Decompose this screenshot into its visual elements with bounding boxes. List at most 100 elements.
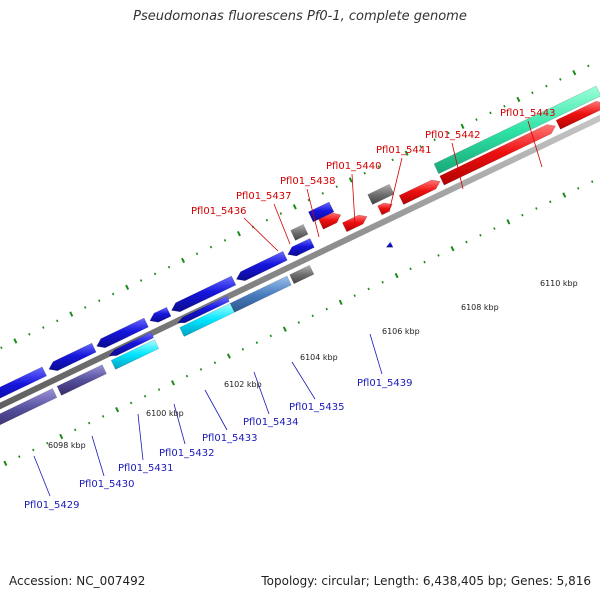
leader-line	[369, 333, 383, 375]
hit-block	[433, 85, 600, 175]
gene-block	[290, 224, 309, 241]
scale-tick	[226, 353, 231, 359]
scale-tick	[516, 96, 521, 103]
gene-label: Pfl01_5442	[425, 130, 481, 141]
scale-tick	[111, 292, 115, 296]
scale-tick	[125, 284, 130, 290]
scale-tick	[572, 69, 577, 76]
scale-tick	[18, 455, 21, 458]
scale-tick	[28, 332, 31, 336]
scale-tick	[32, 448, 35, 452]
scale-tick	[479, 233, 482, 237]
scale-tick	[269, 334, 273, 338]
leader-line	[306, 188, 320, 238]
hit-block	[229, 275, 292, 313]
reverse-gene-arrow	[171, 275, 237, 313]
scale-tick	[292, 204, 297, 210]
forward-gene-arrow	[439, 124, 556, 186]
gene-label: Pfl01_5443	[500, 108, 556, 119]
reverse-gene-arrow	[149, 306, 172, 323]
gene-label: Pfl01_5433	[202, 433, 258, 444]
reverse-gene-arrow	[287, 238, 315, 257]
leader-line	[243, 217, 279, 252]
scale-tick	[3, 460, 8, 467]
scale-tick	[181, 257, 186, 264]
scale-label: 6106 kbp	[382, 327, 420, 336]
scale-tick	[437, 254, 440, 257]
leader-line	[253, 371, 270, 415]
scale-tick	[139, 279, 143, 282]
scale-tick	[101, 415, 105, 418]
scale-tick	[325, 307, 328, 311]
reverse-gene-arrow	[236, 250, 288, 281]
hit-block	[110, 339, 160, 370]
scale-tick	[129, 401, 133, 405]
gene-block	[308, 201, 335, 223]
hit-block	[56, 364, 107, 396]
scale-tick	[13, 338, 18, 344]
scale-tick	[0, 346, 3, 349]
scale-tick	[265, 218, 269, 222]
scale-tick	[56, 319, 59, 323]
gene-label: Pfl01_5436	[191, 206, 247, 217]
leader-line	[137, 413, 144, 461]
hit-block	[289, 264, 315, 285]
gene-label: Pfl01_5437	[236, 191, 292, 202]
scale-tick	[404, 150, 409, 156]
scale-label: 6110 kbp	[540, 279, 578, 288]
forward-gene-arrow	[377, 202, 393, 216]
gene-label: Pfl01_5441	[376, 145, 432, 156]
scale-tick	[489, 111, 492, 115]
scale-tick	[335, 185, 338, 189]
leader-line	[173, 403, 186, 445]
scale-tick	[419, 145, 422, 148]
scale-label: 6098 kbp	[48, 441, 86, 450]
scale-tick	[381, 280, 384, 284]
scale-tick	[84, 306, 87, 309]
scale-tick	[297, 321, 300, 324]
scale-tick	[450, 246, 455, 252]
scale-tick	[241, 347, 245, 351]
scale-tick	[423, 260, 426, 264]
scale-tick	[223, 238, 227, 242]
scale-tick	[549, 200, 552, 204]
scale-tick	[199, 368, 203, 371]
scale-tick	[394, 272, 399, 279]
scale-tick	[409, 267, 412, 271]
gene-label: Pfl01_5438	[280, 176, 336, 187]
scale-tick	[559, 78, 562, 81]
scale-tick	[591, 180, 594, 183]
scale-tick	[391, 158, 394, 162]
forward-gene-arrow	[555, 100, 600, 130]
scale-label: 6104 kbp	[300, 353, 338, 362]
scale-tick	[98, 299, 101, 303]
scale-tick	[377, 165, 380, 168]
scale-label: 6102 kbp	[224, 380, 262, 389]
topology-label: Topology: circular; Length: 6,438,405 bp…	[261, 574, 591, 588]
leader-line	[388, 157, 403, 213]
gene-label: Pfl01_5430	[79, 479, 135, 490]
forward-gene-arrow	[398, 179, 441, 205]
accession-label: Accession: NC_007492	[9, 574, 146, 588]
scale-tick	[115, 406, 120, 413]
scale-tick	[279, 212, 283, 215]
reverse-gene-arrow	[48, 342, 97, 371]
reverse-gene-arrow	[96, 317, 149, 349]
scale-tick	[503, 104, 506, 108]
scale-tick	[185, 374, 189, 378]
scale-tick	[475, 118, 478, 121]
page-title: Pseudomonas fluorescens Pf0-1, complete …	[133, 9, 467, 24]
scale-tick	[521, 213, 524, 217]
scale-tick	[493, 227, 496, 230]
leader-line	[351, 173, 356, 225]
scale-tick	[143, 394, 147, 398]
gene-label: Pfl01_5434	[243, 417, 299, 428]
scale-tick	[506, 219, 511, 225]
leader-line	[527, 120, 543, 168]
scale-tick	[363, 171, 366, 175]
scale-tick	[195, 252, 199, 256]
scale-tick	[535, 207, 538, 210]
scale-tick	[42, 326, 45, 329]
leader-line	[291, 361, 316, 400]
